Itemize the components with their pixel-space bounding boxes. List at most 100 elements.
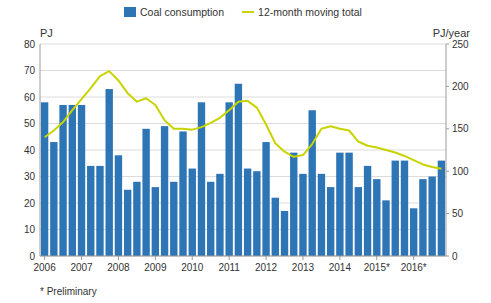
bar xyxy=(410,208,417,256)
y2-tick xyxy=(446,256,449,257)
bar xyxy=(142,129,149,256)
bar xyxy=(41,102,48,256)
bar xyxy=(253,171,260,256)
x-tick-label: 2015* xyxy=(364,262,390,273)
x-tick-label: 2008 xyxy=(107,262,130,273)
bar xyxy=(189,169,196,256)
chart: 0102030405060708005010015020025020062007… xyxy=(0,0,491,303)
grid-line xyxy=(40,44,446,45)
y-axis-label: PJ xyxy=(40,27,53,39)
x-axis-line xyxy=(40,256,446,257)
grid xyxy=(40,44,446,256)
bar xyxy=(336,153,343,256)
bar xyxy=(345,153,352,256)
line xyxy=(45,71,442,169)
bar xyxy=(419,179,426,256)
bar xyxy=(69,105,76,256)
y-axis-line xyxy=(40,44,41,256)
grid-line xyxy=(40,97,446,98)
bar xyxy=(309,110,316,256)
bar xyxy=(438,161,445,256)
bar xyxy=(281,211,288,256)
legend-item: 12-month moving total xyxy=(242,6,362,18)
bar xyxy=(299,174,306,256)
y-tick-label: 30 xyxy=(24,171,36,182)
x-tick-label: 2010 xyxy=(181,262,204,273)
x-tick xyxy=(413,256,414,260)
bar xyxy=(216,174,223,256)
y-tick-label: 80 xyxy=(24,39,36,50)
legend: Coal consumption 12-month moving total xyxy=(124,6,362,18)
x-tick-label: 2012 xyxy=(255,262,278,273)
footnote: * Preliminary xyxy=(40,286,97,297)
y-tick-label: 20 xyxy=(24,198,36,209)
x-tick-label: 2016* xyxy=(401,262,427,273)
y2-tick-label: 200 xyxy=(452,81,469,92)
y-tick-label: 70 xyxy=(24,65,36,76)
bar xyxy=(170,182,177,256)
bar xyxy=(235,84,242,256)
y2-tick-label: 150 xyxy=(452,123,469,134)
bar xyxy=(207,182,214,256)
x-tick xyxy=(229,256,230,260)
x-tick-label: 2014 xyxy=(329,262,352,273)
x-tick-label: 2009 xyxy=(144,262,167,273)
bar xyxy=(87,166,94,256)
legend-item: Coal consumption xyxy=(124,6,224,18)
bar xyxy=(133,182,140,256)
y2-tick xyxy=(446,86,449,87)
y-tick-label: 10 xyxy=(24,224,36,235)
bar xyxy=(161,126,168,256)
bar xyxy=(262,142,269,256)
grid-line xyxy=(40,256,446,257)
x-tick-label: 2013 xyxy=(292,262,315,273)
y2-tick xyxy=(446,171,449,172)
x-tick xyxy=(155,256,156,260)
bar xyxy=(152,187,159,256)
y-tick-label: 50 xyxy=(24,118,36,129)
y2-axis-line xyxy=(446,44,447,256)
bar xyxy=(225,102,232,256)
bar xyxy=(50,142,57,256)
x-tick xyxy=(266,256,267,260)
bar xyxy=(59,105,66,256)
x-tick xyxy=(44,256,45,260)
y2-tick-label: 0 xyxy=(452,251,458,262)
y2-tick xyxy=(446,44,449,45)
x-tick-label: 2011 xyxy=(218,262,240,273)
bar xyxy=(428,177,435,257)
bar xyxy=(124,190,131,256)
plot-area xyxy=(41,71,445,256)
x-tick xyxy=(302,256,303,260)
bar xyxy=(290,153,297,256)
bar xyxy=(115,155,122,256)
bar xyxy=(382,200,389,256)
x-tick xyxy=(192,256,193,260)
x-tick-label: 2007 xyxy=(70,262,93,273)
bar xyxy=(327,187,334,256)
bar xyxy=(78,105,85,256)
x-tick xyxy=(81,256,82,260)
y2-tick xyxy=(446,213,449,214)
x-tick xyxy=(118,256,119,260)
y-tick-label: 0 xyxy=(29,251,35,262)
bar xyxy=(318,174,325,256)
y2-axis-label: PJ/year xyxy=(433,27,471,39)
x-tick-label: 2006 xyxy=(33,262,56,273)
y2-tick-label: 100 xyxy=(452,166,469,177)
bar xyxy=(272,198,279,256)
bar xyxy=(364,166,371,256)
bar xyxy=(244,169,251,256)
bar xyxy=(106,89,113,256)
y2-tick xyxy=(446,128,449,129)
grid-line xyxy=(40,70,446,71)
grid-line xyxy=(40,123,446,124)
y-tick-label: 60 xyxy=(24,92,36,103)
y2-tick-label: 50 xyxy=(452,208,464,219)
bar xyxy=(401,161,408,256)
legend-swatch xyxy=(124,7,136,17)
bar xyxy=(355,187,362,256)
axes: 0102030405060708005010015020025020062007… xyxy=(24,39,469,274)
legend-label: Coal consumption xyxy=(140,6,224,18)
bar xyxy=(96,166,103,256)
